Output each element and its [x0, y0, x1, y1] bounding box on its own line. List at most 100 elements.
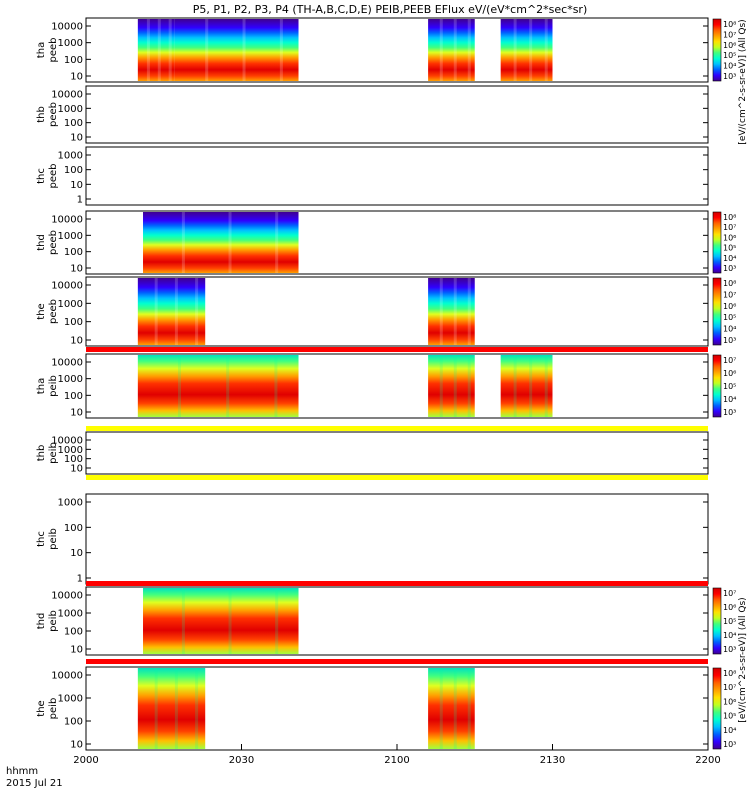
- y-tick-label: 100: [64, 627, 83, 638]
- y-tick-label: 100: [64, 165, 83, 176]
- colorbar-tick-label: 10⁴: [723, 254, 736, 263]
- colorbar-tick-label: 10⁷: [723, 30, 736, 39]
- data-striation: [453, 668, 457, 749]
- y-tick-label: 10: [70, 180, 83, 191]
- panel-frame: [85, 85, 709, 144]
- y-tick-label: 10000: [51, 358, 83, 369]
- colorbar-tick-label: 10⁷: [723, 356, 736, 365]
- x-tick-label: 2000: [73, 755, 98, 766]
- y-tick-label: 1: [77, 195, 83, 206]
- colorbar-tick-label: 10⁸: [723, 669, 736, 678]
- colorbar-tick-label: 10⁸: [723, 213, 736, 222]
- y-axis-label-probe: thd: [36, 613, 47, 630]
- y-axis-label-instrument: peib: [48, 610, 59, 632]
- data-striation: [544, 19, 548, 81]
- colorbar-label-top: [eV/(cm^2-s-sr-eV)] (All Qs): [738, 19, 748, 144]
- colorbar: [712, 354, 722, 418]
- y-tick-label: 1: [77, 574, 83, 585]
- y-tick-label: 10: [70, 336, 83, 347]
- panel-thc-peib: 1 10 100 1000 thc peib: [36, 493, 709, 585]
- colorbar-tick-label: 10⁶: [723, 603, 736, 612]
- data-striation: [513, 355, 517, 417]
- data-striation: [275, 212, 279, 273]
- data-striation: [439, 19, 443, 81]
- data-block-tha-peeb-0: [137, 19, 175, 81]
- data-block-tha-peib-1: [428, 355, 475, 417]
- colorbar-tick-label: 10³: [723, 336, 736, 345]
- colorbar-tick-label: 10³: [723, 740, 736, 749]
- y-tick-label: 10: [70, 740, 83, 751]
- data-striation: [154, 668, 158, 749]
- colorbar-tick-label: 10⁷: [723, 223, 736, 232]
- y-axis-label-probe: the: [36, 700, 47, 716]
- y-axis-label-probe: tha: [36, 378, 47, 394]
- panel-separator-bar: [86, 426, 708, 431]
- panel-thd-peib: 10 100 1000 10000 thd peib 10⁷ 10⁶ 10⁵ 10⁴ 10³: [36, 586, 736, 656]
- y-axis-label-instrument: peib: [48, 698, 59, 720]
- y-axis-label-probe: the: [36, 303, 47, 319]
- y-tick-label: 10: [70, 408, 83, 419]
- data-striation: [544, 355, 548, 417]
- data-striation: [467, 355, 471, 417]
- y-tick-label: 1000: [58, 104, 83, 115]
- y-tick-label: 10000: [51, 591, 83, 602]
- x-tick-label: 2200: [695, 755, 720, 766]
- data-striation: [439, 355, 443, 417]
- colorbar-tick-label: 10⁴: [723, 631, 736, 640]
- data-striation: [205, 19, 209, 81]
- panel-frame: [85, 210, 709, 275]
- colorbar-tick-label: 10⁶: [723, 369, 736, 378]
- colorbar-tick-label: 10³: [723, 645, 736, 654]
- y-axis-label-instrument: peeb: [48, 164, 59, 189]
- y-tick-label: 100: [64, 454, 83, 465]
- data-striation: [513, 19, 517, 81]
- y-tick-label: 10: [70, 264, 83, 275]
- y-axis-label-instrument: peeb: [48, 230, 59, 255]
- panel-frame: [85, 276, 709, 347]
- y-axis-label-probe: thd: [36, 234, 47, 251]
- colorbar-tick-label: 10⁶: [723, 302, 736, 311]
- data-block-tha-peeb-2: [428, 19, 475, 81]
- colorbar-tick-label: 10⁴: [723, 726, 736, 735]
- y-tick-label: 10: [70, 133, 83, 144]
- colorbar: [712, 277, 722, 346]
- panel-thb-peeb: 10 100 1000 10000 thb peeb: [36, 85, 709, 144]
- colorbar-tick-label: 10⁴: [723, 325, 736, 334]
- colorbar-tick-label: 10⁸: [723, 20, 736, 29]
- y-tick-label: 1000: [58, 374, 83, 385]
- data-block-thd-peeb-0: [143, 212, 299, 273]
- y-axis-label-instrument: peib: [48, 528, 59, 550]
- colorbar-tick-label: 10⁷: [723, 683, 736, 692]
- panel-separator-bar: [86, 659, 708, 664]
- panel-separator-bar: [86, 581, 708, 586]
- data-striation: [453, 19, 457, 81]
- data-striation: [439, 668, 443, 749]
- y-tick-label: 10000: [51, 215, 83, 226]
- colorbar-tick-label: 10⁵: [723, 51, 736, 60]
- data-striation: [467, 278, 471, 345]
- y-tick-label: 1000: [58, 498, 83, 509]
- data-striation: [228, 212, 232, 273]
- data-striation: [154, 278, 158, 345]
- x-tick-label: 2130: [540, 755, 565, 766]
- panel-thc-peeb: 1 10 100 1000 thc peeb: [36, 146, 709, 206]
- y-axis-label-instrument: peib: [48, 442, 59, 464]
- data-block-tha-peeb-1: [174, 19, 299, 81]
- data-striation: [195, 278, 199, 345]
- data-striation: [453, 355, 457, 417]
- y-tick-label: 1000: [58, 231, 83, 242]
- colorbar-tick-label: 10⁷: [723, 290, 736, 299]
- data-block-thd-peib-0: [143, 588, 299, 654]
- x-axis-corner-label-date: 2015 Jul 21: [6, 778, 63, 789]
- data-block-tha-peib-2: [500, 355, 553, 417]
- x-tick-label: 2100: [384, 755, 409, 766]
- colorbar-tick-label: 10³: [723, 408, 736, 417]
- y-axis-label-instrument: peeb: [48, 102, 59, 127]
- x-axis: 2000 2030 2100 2130 2200: [73, 744, 721, 766]
- data-striation: [174, 278, 178, 345]
- chart-title: P5, P1, P2, P3, P4 (TH-A,B,C,D,E) PEIB,P…: [193, 3, 588, 16]
